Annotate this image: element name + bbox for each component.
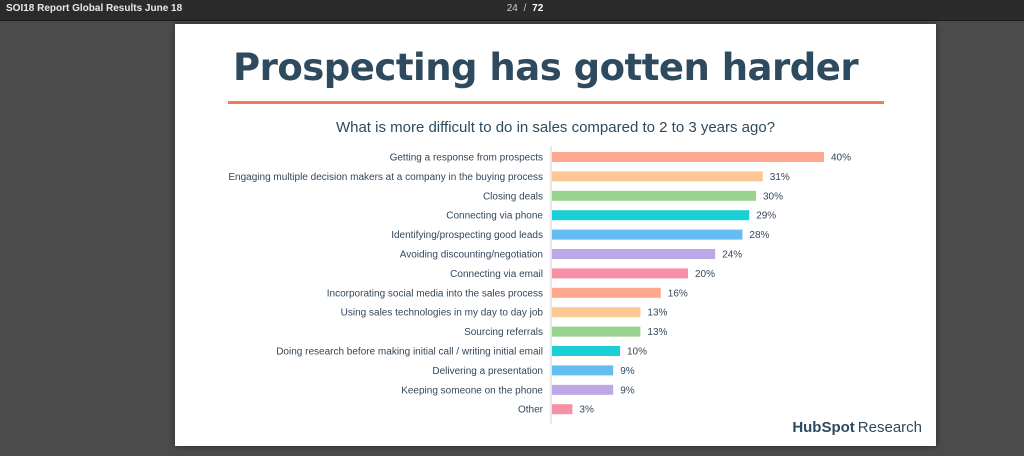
data-label: 40% (831, 153, 851, 164)
data-label: 31% (770, 172, 790, 183)
bar (552, 287, 661, 298)
data-label: 13% (647, 327, 667, 338)
title-underline (228, 101, 884, 104)
category-label: Delivering a presentation (432, 366, 543, 377)
bar (552, 152, 824, 162)
category-label: Connecting via email (450, 269, 543, 280)
chart-question: What is more difficult to do in sales co… (335, 119, 776, 136)
category-label: Using sales technologies in my day to da… (341, 308, 544, 319)
data-label: 9% (620, 385, 635, 396)
bar (552, 190, 756, 201)
current-page-number[interactable]: 24 (506, 3, 518, 14)
bar (552, 171, 763, 182)
bar (552, 365, 614, 376)
bar (552, 249, 716, 259)
slide-title: Prospecting has gotten harder (233, 46, 859, 89)
brand-name: HubSpot (792, 419, 855, 436)
bar (552, 384, 614, 395)
data-label: 28% (749, 230, 769, 241)
category-label: Connecting via phone (446, 211, 543, 222)
category-label: Getting a response from prospects (390, 153, 543, 164)
bar (552, 229, 743, 240)
data-label: 24% (722, 250, 742, 261)
document-title: SOI18 Report Global Results June 18 (6, 3, 183, 14)
bar (552, 404, 573, 415)
data-label: 3% (579, 405, 594, 416)
viewer-toolbar: SOI18 Report Global Results June 18 24 /… (0, 0, 1024, 21)
category-label: Incorporating social media into the sale… (327, 288, 543, 299)
category-label: Engaging multiple decision makers at a c… (228, 172, 543, 183)
category-label: Closing deals (483, 191, 543, 202)
category-label: Identifying/prospecting good leads (391, 230, 543, 241)
slide-page: Prospecting has gotten harder What is mo… (175, 24, 936, 446)
bar (552, 346, 620, 356)
category-label: Sourcing referrals (464, 327, 543, 338)
hubspot-research-logo: HubSpot Research (792, 419, 922, 436)
data-label: 9% (620, 366, 635, 377)
category-label: Keeping someone on the phone (401, 385, 543, 396)
total-pages: 72 (532, 3, 544, 14)
data-label: 29% (756, 211, 776, 222)
bar (552, 210, 750, 221)
bar (552, 326, 641, 337)
category-label: Other (518, 405, 544, 416)
data-label: 13% (647, 308, 667, 319)
page-separator: / (523, 3, 527, 14)
bar-chart: Getting a response from prospects 40% Enga… (228, 146, 851, 424)
data-label: 16% (668, 288, 688, 299)
category-label: Avoiding discounting/negotiation (400, 250, 543, 261)
brand-suffix: Research (857, 419, 922, 436)
page-indicator[interactable]: 24 / 72 (470, 3, 580, 14)
data-label: 20% (695, 269, 715, 280)
data-label: 30% (763, 191, 783, 202)
bar (552, 307, 641, 318)
data-label: 10% (627, 347, 647, 358)
bar (552, 268, 688, 279)
category-label: Doing research before making initial cal… (276, 347, 543, 358)
